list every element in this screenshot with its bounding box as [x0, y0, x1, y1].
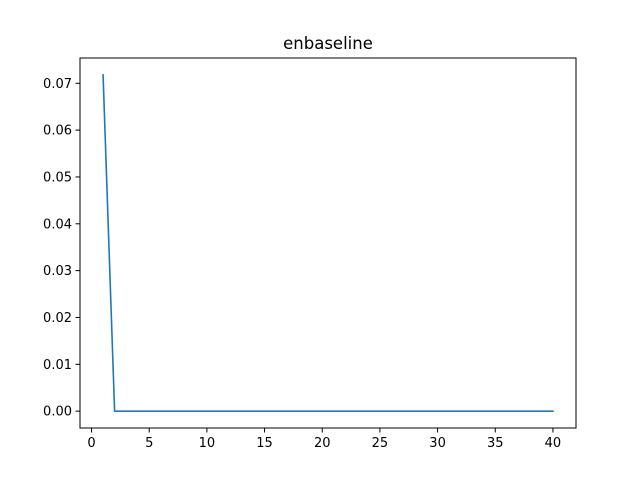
- y-tick-label: 0.04: [43, 217, 72, 232]
- y-tick-label: 0.01: [43, 358, 72, 373]
- x-tick-label: 15: [256, 436, 273, 451]
- y-tick-label: 0.06: [43, 124, 72, 139]
- x-tick-label: 40: [545, 436, 562, 451]
- x-tick-label: 25: [372, 436, 389, 451]
- x-tick-label: 20: [314, 436, 331, 451]
- x-tick-label: 5: [145, 436, 153, 451]
- y-tick-label: 0.00: [43, 405, 72, 420]
- series-layer: [102, 74, 554, 412]
- plot-area-frame: [79, 57, 577, 429]
- x-tick-label: 35: [487, 436, 504, 451]
- y-tick-label: 0.03: [43, 264, 72, 279]
- x-tick-label: 0: [87, 436, 95, 451]
- y-axis-ticks: 0.00 0.01 0.02 0.03 0.04 0.05 0.06 0.07: [43, 77, 80, 420]
- x-axis-ticks: 0 5 10 15 20 25 30 35 40: [87, 428, 561, 451]
- series-line-0: [102, 74, 554, 412]
- y-tick-label: 0.05: [43, 170, 72, 185]
- y-tick-label: 0.07: [43, 77, 72, 92]
- x-tick-label: 30: [429, 436, 446, 451]
- y-tick-label: 0.02: [43, 311, 72, 326]
- chart-title: enbaseline: [283, 34, 373, 53]
- x-tick-label: 10: [199, 436, 216, 451]
